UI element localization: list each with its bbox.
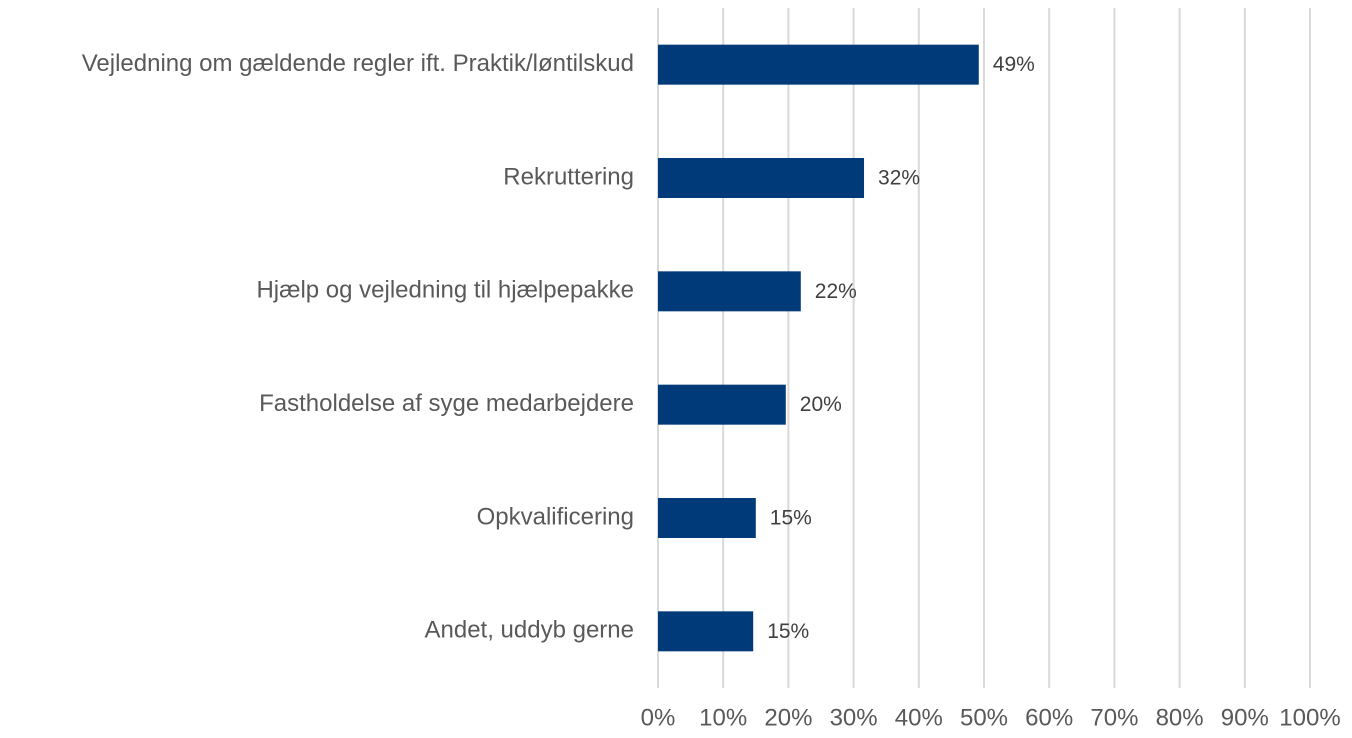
x-tick-label: 10%: [699, 704, 747, 731]
category-label: Fastholdelse af syge medarbejdere: [259, 390, 634, 417]
value-label: 15%: [767, 620, 809, 643]
category-label: Hjælp og vejledning til hjælpepakke: [256, 277, 634, 304]
category-label: Rekruttering: [503, 163, 634, 190]
x-tick-label: 70%: [1090, 704, 1138, 731]
bar: [658, 498, 756, 538]
bar: [658, 44, 979, 85]
x-tick-label: 0%: [641, 704, 676, 731]
value-label: 49%: [993, 53, 1035, 76]
value-label: 32%: [878, 167, 920, 190]
x-tick-label: 90%: [1221, 704, 1269, 731]
value-label: 15%: [770, 507, 812, 530]
x-tick-label: 60%: [1025, 704, 1073, 731]
x-tick-label: 40%: [895, 704, 943, 731]
x-tick-label: 50%: [960, 704, 1008, 731]
bar: [658, 384, 786, 425]
value-label: 22%: [815, 280, 857, 303]
x-tick-label: 80%: [1156, 704, 1204, 731]
category-label: Opkvalificering: [477, 503, 634, 530]
bar: [658, 158, 865, 198]
x-tick-label: 30%: [830, 704, 878, 731]
x-tick-label: 20%: [764, 704, 812, 731]
category-label: Vejledning om gældende regler ift. Prakt…: [82, 50, 634, 77]
x-tick-label: 100%: [1279, 704, 1340, 731]
category-label: Andet, uddyb gerne: [425, 617, 635, 644]
bar: [658, 271, 801, 312]
value-label: 20%: [800, 393, 842, 416]
bar: [658, 611, 754, 652]
